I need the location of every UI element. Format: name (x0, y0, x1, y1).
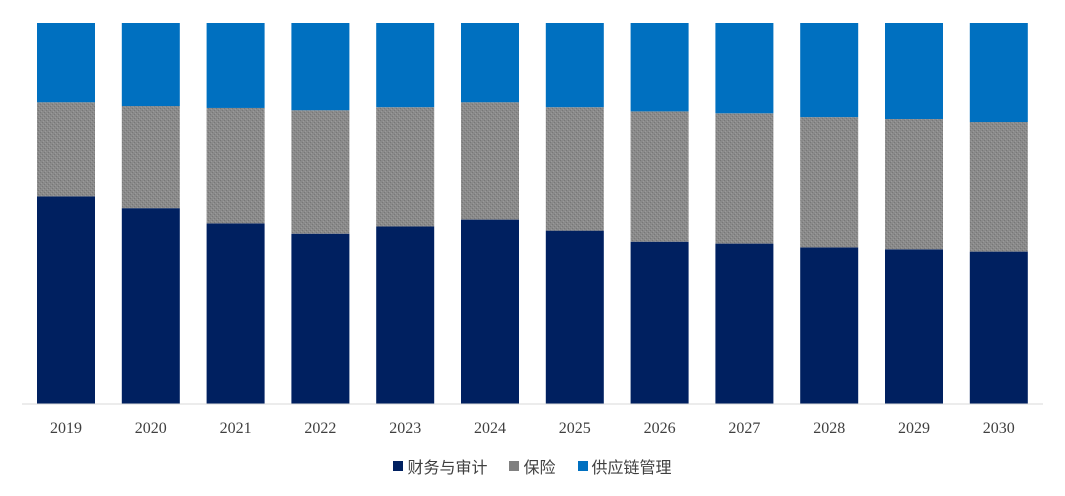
bar-2022-series-0 (291, 233, 350, 404)
bar-2030-series-1 (969, 122, 1028, 252)
x-tick-label: 2022 (304, 420, 336, 437)
bar-2030-series-0 (969, 251, 1028, 404)
legend: 财务与审计 保险 供应链管理 (0, 452, 1065, 480)
x-tick-label: 2020 (135, 420, 167, 437)
bar-2023-series-2 (376, 23, 435, 108)
bar-2020-series-2 (121, 23, 180, 107)
bar-2029-series-1 (885, 119, 943, 250)
bar-2026-series-1 (630, 111, 689, 242)
bar-2024-series-2 (461, 23, 519, 103)
bar-2021-series-2 (206, 23, 265, 108)
bar-2026-series-2 (630, 23, 689, 112)
legend-swatch (509, 461, 520, 471)
bar-2026-series-0 (630, 241, 689, 404)
x-tick-label: 2027 (728, 420, 760, 437)
bar-2027-series-0 (715, 243, 774, 404)
x-tick-label: 2025 (559, 420, 591, 437)
bar-2022-series-1 (291, 110, 350, 234)
bar-2019-series-0 (37, 196, 95, 404)
legend-item-series-0: 财务与审计 (393, 454, 487, 478)
legend-swatch (393, 461, 404, 471)
x-tick-label: 2030 (983, 420, 1015, 437)
x-tick-labels: 2019 2020 2021 2022 2023 2024 2025 2026 2027 2028… (50, 420, 1015, 437)
bar-2019-series-1 (37, 102, 95, 197)
legend-swatch (577, 461, 588, 471)
bar-2023-series-1 (376, 107, 435, 227)
bar-2024-series-1 (461, 102, 519, 220)
bar-2028-series-0 (800, 247, 859, 404)
x-tick-label: 2021 (220, 420, 252, 437)
legend-label: 财务与审计 (407, 458, 488, 477)
bar-2019-series-2 (37, 23, 95, 103)
bars-layer (37, 23, 1028, 404)
legend-item-series-1: 保险 (509, 454, 556, 478)
bar-2025-series-1 (545, 107, 604, 231)
bar-2020-series-1 (121, 106, 180, 209)
stacked-bar-chart: 2019 2020 2021 2022 2023 2024 2025 2026 2027 2028… (22, 23, 1043, 437)
bar-2025-series-2 (545, 23, 604, 108)
bar-2021-series-1 (206, 107, 265, 224)
legend-label: 保险 (523, 458, 556, 477)
legend-label: 供应链管理 (591, 458, 672, 477)
x-tick-label: 2029 (898, 420, 930, 437)
bar-2028-series-1 (800, 117, 859, 248)
bar-2020-series-0 (121, 208, 180, 404)
bar-2029-series-0 (885, 249, 943, 404)
bar-2027-series-1 (715, 113, 774, 244)
bar-2030-series-2 (969, 23, 1028, 123)
x-tick-label: 2023 (389, 420, 421, 437)
bar-2027-series-2 (715, 23, 774, 114)
bar-2021-series-0 (206, 223, 265, 404)
bar-2024-series-0 (461, 219, 519, 404)
bar-2023-series-0 (376, 226, 435, 404)
bar-2028-series-2 (800, 23, 859, 118)
x-tick-label: 2024 (474, 420, 506, 437)
bar-2022-series-2 (291, 23, 350, 111)
x-tick-label: 2019 (50, 420, 82, 437)
x-tick-label: 2028 (813, 420, 845, 437)
bar-2025-series-0 (545, 230, 604, 404)
legend-item-series-2: 供应链管理 (577, 454, 672, 478)
x-tick-label: 2026 (644, 420, 676, 437)
bar-2029-series-2 (885, 23, 943, 120)
